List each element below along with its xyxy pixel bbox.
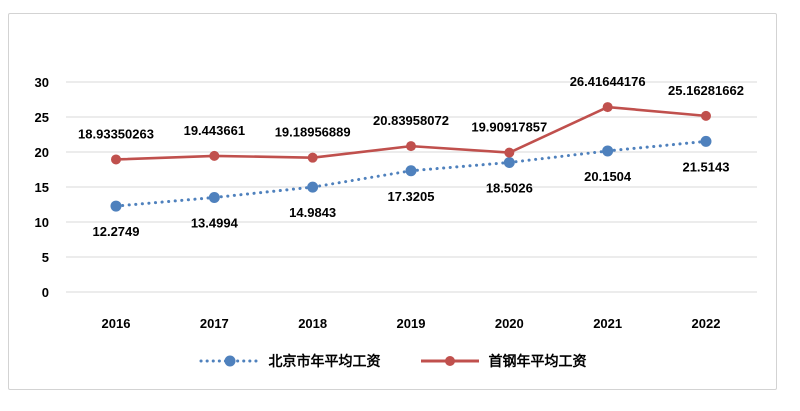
x-axis-tick-2018: 2018 xyxy=(298,316,327,331)
data-label: 18.93350263 xyxy=(78,126,154,141)
data-point-marker xyxy=(504,147,515,158)
data-point-marker xyxy=(700,110,711,121)
data-label: 26.41644176 xyxy=(570,74,646,89)
x-axis-tick-2016: 2016 xyxy=(102,316,131,331)
x-axis-tick-2019: 2019 xyxy=(397,316,426,331)
data-point-marker xyxy=(602,145,614,157)
data-label: 14.9843 xyxy=(289,205,336,220)
data-point-marker xyxy=(307,152,318,163)
x-axis-tick-2017: 2017 xyxy=(200,316,229,331)
legend-item-shougang: 首钢年平均工资 xyxy=(419,351,587,371)
data-point-marker xyxy=(503,156,515,168)
data-point-marker xyxy=(110,200,122,212)
plot-area: 0 5 10 15 20 25 30 2016 2017 2018 2019 2020 2021 2022… xyxy=(35,74,757,331)
data-label: 19.18956889 xyxy=(275,125,351,140)
data-label: 19.443661 xyxy=(184,123,245,138)
data-label: 20.83958072 xyxy=(373,113,449,128)
x-axis-tick-2021: 2021 xyxy=(593,316,622,331)
data-label: 20.1504 xyxy=(584,169,632,184)
data-label: 13.4994 xyxy=(191,216,239,231)
data-point-marker xyxy=(307,181,319,193)
data-point-marker xyxy=(602,102,613,113)
data-label: 12.2749 xyxy=(93,224,140,239)
chart-legend: 北京市年平均工资 首钢年平均工资 xyxy=(9,351,776,371)
wage-line-chart: 0 5 10 15 20 25 30 2016 2017 2018 2019 2020 2021 2022… xyxy=(8,13,777,390)
data-label: 17.3205 xyxy=(387,189,434,204)
data-point-marker xyxy=(405,141,416,152)
x-axis-tick-2022: 2022 xyxy=(692,316,721,331)
legend-label-beijing: 北京市年平均工资 xyxy=(268,353,381,369)
y-axis-tick-25: 25 xyxy=(35,110,49,125)
data-label: 25.16281662 xyxy=(668,83,744,98)
y-axis-tick-5: 5 xyxy=(42,250,49,265)
x-axis-tick-2020: 2020 xyxy=(495,316,524,331)
y-axis-tick-20: 20 xyxy=(35,145,49,160)
data-label: 19.90917857 xyxy=(471,120,547,135)
data-point-marker xyxy=(208,192,220,204)
shougang-series-swatch-icon xyxy=(420,356,479,366)
y-axis-tick-0: 0 xyxy=(42,285,49,300)
legend-label-shougang: 首钢年平均工资 xyxy=(488,353,587,369)
data-point-marker xyxy=(405,165,417,177)
data-point-marker xyxy=(700,135,712,147)
beijing-series-swatch-icon xyxy=(199,355,260,367)
data-point-marker xyxy=(111,154,121,165)
data-point-marker xyxy=(209,150,220,161)
y-axis-tick-15: 15 xyxy=(35,180,49,195)
y-axis-tick-30: 30 xyxy=(35,75,49,90)
legend-item-beijing: 北京市年平均工资 xyxy=(199,351,381,371)
data-label: 18.5026 xyxy=(486,180,533,195)
y-axis-tick-10: 10 xyxy=(35,215,49,230)
data-label: 21.5143 xyxy=(682,159,729,174)
